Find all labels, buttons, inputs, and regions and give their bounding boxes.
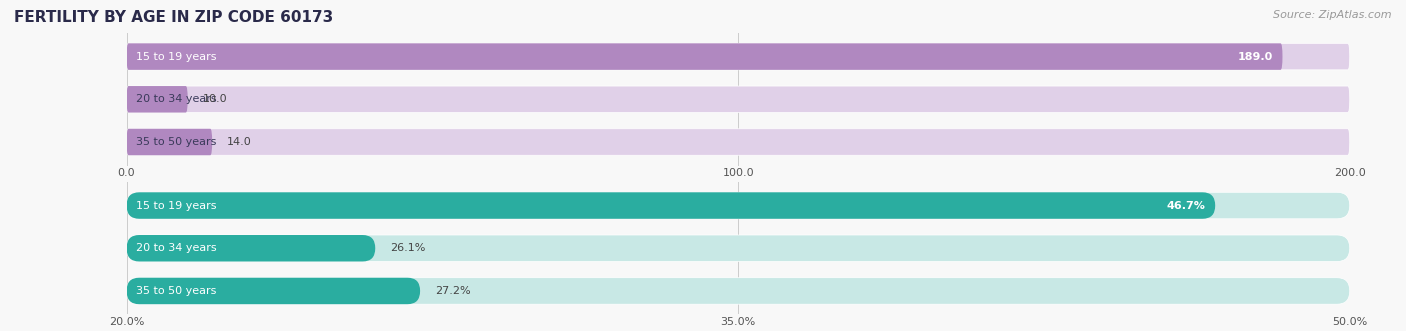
FancyBboxPatch shape [127,43,1350,70]
Text: 35 to 50 years: 35 to 50 years [136,286,217,296]
FancyBboxPatch shape [127,278,420,304]
Text: 27.2%: 27.2% [434,286,471,296]
Text: 35 to 50 years: 35 to 50 years [136,137,217,147]
FancyBboxPatch shape [127,192,1350,219]
Text: 189.0: 189.0 [1237,52,1272,62]
Text: 20 to 34 years: 20 to 34 years [136,94,217,104]
Text: 26.1%: 26.1% [389,243,426,253]
Text: Source: ZipAtlas.com: Source: ZipAtlas.com [1274,10,1392,20]
FancyBboxPatch shape [127,235,375,261]
FancyBboxPatch shape [127,86,1350,113]
FancyBboxPatch shape [127,43,1282,70]
Text: 15 to 19 years: 15 to 19 years [136,52,217,62]
Text: FERTILITY BY AGE IN ZIP CODE 60173: FERTILITY BY AGE IN ZIP CODE 60173 [14,10,333,25]
FancyBboxPatch shape [127,86,188,113]
FancyBboxPatch shape [127,129,212,155]
Text: 14.0: 14.0 [226,137,252,147]
FancyBboxPatch shape [127,278,1350,304]
Text: 10.0: 10.0 [202,94,226,104]
Text: 20 to 34 years: 20 to 34 years [136,243,217,253]
Text: 15 to 19 years: 15 to 19 years [136,201,217,211]
FancyBboxPatch shape [127,129,1350,155]
FancyBboxPatch shape [127,192,1215,219]
Text: 46.7%: 46.7% [1167,201,1205,211]
FancyBboxPatch shape [127,235,1350,261]
